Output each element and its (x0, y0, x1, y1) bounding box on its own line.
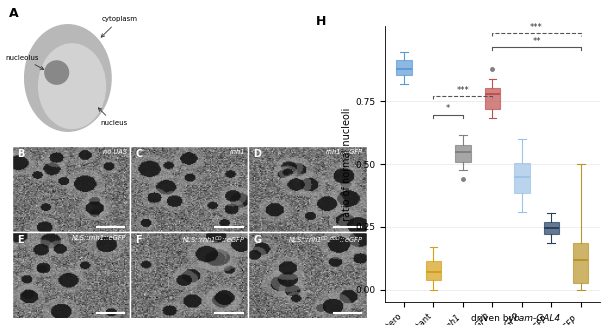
Ellipse shape (39, 44, 105, 128)
Text: A: A (9, 7, 19, 20)
Text: bam-GAL4: bam-GAL4 (514, 314, 561, 323)
Text: B: B (17, 149, 24, 159)
Ellipse shape (25, 25, 111, 131)
Text: nucleus: nucleus (98, 108, 127, 126)
PathPatch shape (396, 60, 411, 75)
PathPatch shape (514, 163, 530, 193)
Text: rnh1: rnh1 (230, 149, 245, 155)
PathPatch shape (573, 243, 588, 283)
Text: H: H (316, 15, 327, 28)
Text: no UAS: no UAS (103, 149, 127, 155)
Text: D: D (253, 149, 261, 159)
PathPatch shape (544, 222, 559, 234)
Text: F: F (135, 235, 142, 245)
PathPatch shape (426, 261, 441, 280)
Text: nucleolus: nucleolus (5, 55, 44, 70)
Text: ***: *** (530, 23, 543, 32)
Y-axis label: ratio of normal nucleoli: ratio of normal nucleoli (342, 108, 352, 221)
Text: driven by: driven by (471, 314, 517, 323)
Text: rnh1::eGFP: rnh1::eGFP (326, 149, 363, 155)
Text: *: * (446, 104, 450, 113)
Text: G: G (253, 235, 261, 245)
Text: cytoplasm: cytoplasm (101, 16, 138, 37)
Circle shape (45, 61, 68, 84)
Text: **: ** (532, 37, 541, 46)
PathPatch shape (455, 145, 471, 162)
Text: NLS::rnh1$^{CD\_dBD}$::eGFP: NLS::rnh1$^{CD\_dBD}$::eGFP (288, 235, 363, 246)
Text: C: C (135, 149, 142, 159)
Text: ***: *** (456, 85, 469, 95)
Text: NLS::rnh1::eGFP: NLS::rnh1::eGFP (72, 235, 127, 241)
Text: E: E (17, 235, 24, 245)
PathPatch shape (485, 87, 500, 109)
Text: NLS::rnh1$^{CD}$::eGFP: NLS::rnh1$^{CD}$::eGFP (182, 235, 245, 246)
